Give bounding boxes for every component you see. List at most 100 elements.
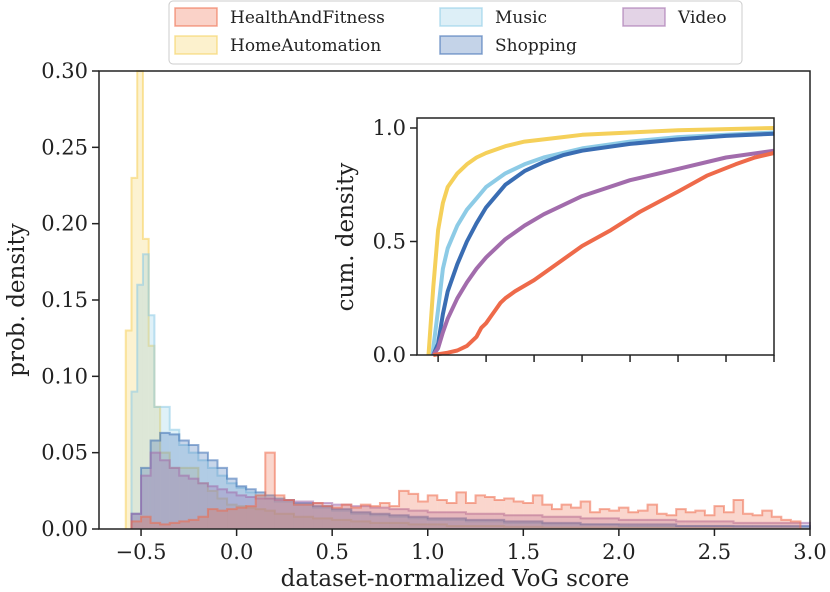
hist-bar [714, 506, 724, 529]
hist-bar [676, 525, 734, 529]
hist-bar [207, 460, 218, 529]
hist-bar [169, 467, 180, 529]
hist-bar [236, 507, 247, 529]
hist-bar [217, 489, 228, 529]
x-tick-label: 2.0 [602, 540, 635, 564]
hist-bar [274, 501, 294, 529]
hist-bar [179, 475, 189, 529]
hist-bar [265, 510, 275, 529]
inset-y-axis-label: cum. density [333, 163, 359, 312]
x-tick-label: −0.5 [116, 540, 167, 564]
hist-bar [207, 486, 218, 529]
hist-bar [169, 434, 180, 529]
hist-bar [418, 501, 428, 529]
hist-bar [255, 498, 275, 529]
hist-bar [733, 522, 810, 529]
hist-outline [130, 431, 811, 529]
hist-bar [227, 483, 237, 529]
x-tick-label: 2.5 [698, 540, 731, 564]
hist-bar [666, 515, 677, 529]
hist-bar [169, 429, 180, 529]
legend-entry-homeautomation: HomeAutomation [174, 35, 381, 56]
hist-bar [370, 507, 390, 529]
y-tick-label: 0.25 [41, 135, 88, 159]
hist-bar [217, 498, 228, 529]
legend-label: HealthAndFitness [230, 8, 385, 28]
hist-video [130, 451, 811, 529]
hist-bar [609, 510, 619, 529]
hist-bar [704, 515, 715, 529]
hist-bar [676, 525, 734, 529]
hist-bar [198, 460, 208, 529]
legend-swatch [622, 7, 666, 27]
hist-bar [313, 503, 323, 529]
hist-bar [446, 503, 457, 529]
hist-bar [408, 493, 419, 529]
hist-bar [313, 506, 333, 529]
hist-bar [446, 525, 466, 529]
hist-bar [246, 506, 256, 529]
hist-bar [227, 504, 237, 529]
hist-bar [131, 521, 142, 529]
hist-bar [284, 499, 294, 529]
hist-bar [150, 440, 161, 529]
legend-label: Shopping [495, 36, 577, 56]
hist-bar [255, 492, 266, 529]
hist-bar [437, 499, 447, 529]
cdf-line-healthandfitness [432, 151, 775, 357]
inset-lines [426, 126, 775, 357]
hist-bar [313, 507, 333, 529]
inset-axes-frame [416, 117, 775, 356]
hist-bar [160, 452, 170, 529]
hist-bar [733, 499, 744, 529]
hist-bar [351, 513, 371, 529]
hist-bar [179, 521, 189, 529]
hist-bar [351, 512, 371, 529]
hist-bar [160, 524, 170, 529]
hist-bar [137, 71, 143, 529]
hist-bar [198, 483, 208, 529]
legend-label: Music [495, 8, 547, 28]
hist-bar [293, 504, 314, 529]
hist-bar [427, 519, 466, 529]
hist-bar [475, 495, 486, 529]
x-axis-label: dataset-normalized VoG score [281, 566, 630, 592]
hist-bar [580, 501, 591, 529]
hist-bar [274, 499, 294, 529]
hist-bar [360, 504, 371, 529]
hist-bar [207, 509, 218, 529]
hist-bar [313, 503, 333, 529]
cdf-line-music [430, 130, 775, 356]
hist-bar [265, 452, 275, 529]
hist-bar [551, 509, 562, 529]
hist-bar [781, 519, 791, 529]
hist-bar [154, 406, 161, 529]
hist-bar [542, 524, 581, 529]
hist-bar [255, 509, 266, 529]
hist-bar [580, 518, 619, 529]
hist-bar [274, 495, 285, 529]
cdf-line-homeautomation [426, 126, 775, 356]
legend-entry-music: Music [439, 7, 547, 28]
hist-bar [227, 478, 237, 529]
hist-bar [762, 510, 772, 529]
hist-bar [370, 515, 390, 529]
y-tick-label: 0.30 [41, 59, 88, 83]
hist-bar [274, 513, 294, 529]
hist-bar [456, 492, 466, 529]
hist-bar [504, 526, 543, 529]
legend: HealthAndFitness HomeAutomation Music Shopp… [168, 0, 743, 65]
y-axis-label: prob. density [4, 223, 30, 376]
hist-bar [141, 467, 151, 529]
hist-bar [141, 475, 151, 529]
hist-bar [188, 467, 199, 529]
hist-bar [227, 492, 237, 529]
cdf-line-shopping [431, 131, 775, 356]
hist-bar [723, 512, 734, 529]
legend-swatch [174, 7, 218, 27]
hist-bar [246, 496, 256, 529]
inset-ticks: 0.0 0.5 1.0 [373, 116, 775, 367]
hist-bar [313, 518, 333, 529]
hist-bar [179, 445, 189, 529]
